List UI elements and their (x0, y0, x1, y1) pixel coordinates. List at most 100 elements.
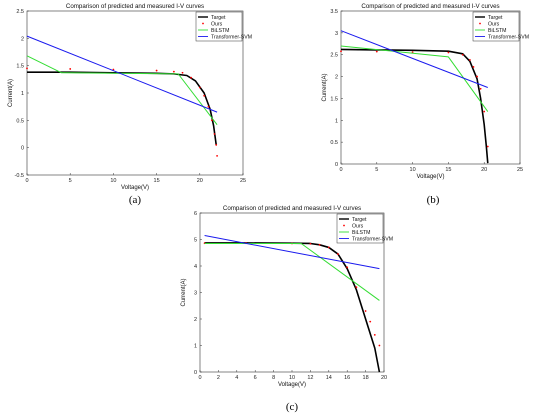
x-tick-label: 20 (481, 167, 487, 173)
x-axis-label: Voltage(V) (121, 185, 149, 191)
y-tick-label: 0 (194, 370, 197, 376)
y-tick-label: 1 (335, 118, 338, 124)
series-line-bilstm (204, 242, 380, 301)
y-tick-label: 1.5 (330, 96, 338, 102)
x-tick-label: 20 (381, 375, 387, 381)
data-point-ours (479, 87, 482, 90)
chart-panel-1: 0 5 10 15 20 25 0 0.5 1 1.5 2 2.5 3 3.5 Comparison of … (322, 3, 529, 206)
x-tick-label: 5 (69, 178, 72, 184)
data-point-ours (369, 320, 372, 323)
series-line-target (27, 71, 218, 146)
y-tick-label: 3.5 (330, 9, 338, 15)
y-tick-label: 2.5 (330, 53, 338, 59)
y-tick-label: 3 (194, 291, 197, 297)
legend-label: Ours (352, 223, 364, 229)
x-tick-label: 0 (25, 178, 28, 184)
x-tick-label: 15 (445, 167, 451, 173)
data-point-ours (364, 310, 367, 312)
data-point-ours (172, 70, 175, 73)
y-tick-label: 0.5 (16, 118, 24, 124)
legend-swatch-ours (479, 22, 481, 25)
data-point-ours (483, 110, 486, 113)
legend-label: Transformer-SVM (211, 34, 252, 40)
legend-label: Target (488, 15, 503, 21)
legend-swatch-ours (202, 22, 204, 25)
x-tick-label: 0 (339, 167, 342, 173)
y-tick-label: 0 (21, 146, 24, 152)
series-line-transformer-svm (26, 35, 218, 113)
data-point-ours (181, 71, 184, 74)
x-tick-label: 25 (240, 178, 246, 184)
data-point-ours (355, 286, 358, 289)
y-tick-label: 6 (194, 211, 197, 217)
y-axis-label: Current(A) (322, 73, 328, 101)
y-tick-label: -0.5 (15, 173, 24, 179)
legend-label: Target (211, 15, 226, 21)
legend-label: BiLSTM (488, 28, 506, 34)
x-tick-label: 16 (344, 375, 350, 381)
y-tick-label: 0 (335, 162, 338, 168)
panel-caption: (a) (129, 194, 142, 206)
data-point-ours (447, 51, 450, 54)
y-tick-label: 1 (21, 91, 24, 97)
data-point-ours (216, 154, 218, 157)
x-tick-label: 20 (197, 178, 203, 184)
data-point-ours (155, 69, 158, 72)
data-point-ours (486, 145, 489, 148)
legend-label: Ours (211, 21, 223, 27)
x-tick-label: 10 (410, 167, 416, 173)
y-tick-label: 3 (335, 31, 338, 37)
data-point-ours (468, 59, 471, 61)
data-point-ours (472, 66, 475, 68)
legend-swatch-ours (343, 224, 345, 227)
y-tick-label: 4 (194, 264, 197, 270)
legend-label: Transformer-SVM (488, 34, 529, 40)
panel-caption: (b) (427, 194, 440, 206)
data-point-ours (26, 67, 28, 70)
series-line-transformer-svm (204, 235, 380, 270)
y-tick-label: 2 (21, 36, 24, 42)
y-tick-label: 2 (335, 75, 338, 81)
x-tick-label: 0 (198, 375, 201, 381)
legend-label: Ours (488, 21, 500, 27)
data-point-ours (346, 266, 349, 269)
legend-label: BiLSTM (211, 28, 229, 34)
data-point-ours (215, 144, 218, 146)
data-point-ours (461, 53, 464, 56)
x-tick-label: 10 (289, 375, 295, 381)
chart-title: Comparison of predicted and measured I-V… (66, 3, 204, 10)
legend-label: BiLSTM (352, 230, 370, 236)
x-tick-label: 14 (326, 375, 332, 381)
data-point-ours (203, 94, 206, 97)
data-point-ours (190, 76, 193, 79)
series-line-transformer-svm (340, 30, 488, 88)
y-tick-label: 1.5 (16, 64, 24, 70)
y-tick-label: 5 (194, 238, 197, 244)
chart-title: Comparison of predicted and measured I-V… (223, 205, 361, 212)
data-point-ours (69, 68, 72, 70)
y-tick-label: 2 (194, 317, 197, 323)
series-line-bilstm (340, 45, 489, 112)
data-point-ours (375, 50, 378, 53)
chart-title: Comparison of predicted and measured I-V… (361, 3, 499, 10)
y-tick-label: 2.5 (16, 9, 24, 15)
data-point-ours (318, 243, 321, 246)
data-point-ours (207, 105, 210, 108)
data-point-ours (373, 334, 376, 336)
y-tick-label: 0.5 (330, 140, 338, 146)
data-point-ours (198, 86, 201, 89)
data-point-ours (327, 246, 330, 249)
data-point-ours (213, 133, 216, 135)
x-tick-label: 2 (217, 375, 220, 381)
x-tick-label: 25 (517, 167, 523, 173)
data-point-ours (210, 119, 213, 122)
x-tick-label: 8 (272, 375, 275, 381)
x-axis-label: Voltage(V) (416, 174, 444, 180)
data-point-ours (340, 50, 342, 53)
data-point-ours (337, 253, 339, 255)
x-axis-label: Voltage(V) (278, 382, 306, 388)
legend-label: Transformer-SVM (352, 236, 393, 242)
data-point-ours (309, 242, 312, 245)
